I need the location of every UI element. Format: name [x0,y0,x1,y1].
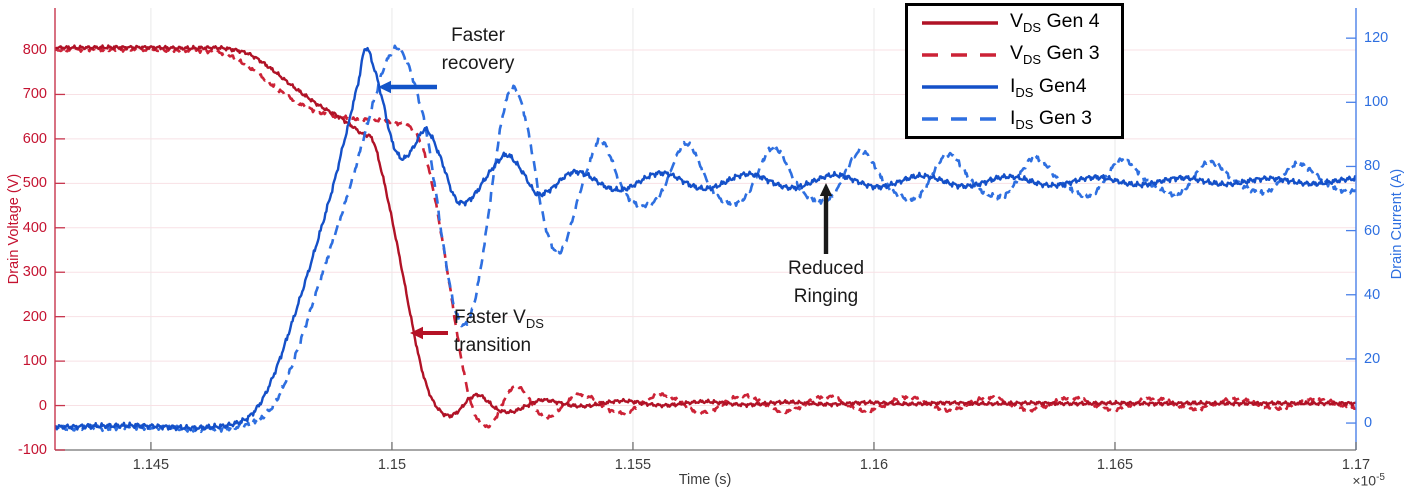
legend-item-vds-gen4[interactable]: VDS Gen 4 [908,7,1121,38]
curves [55,44,1356,434]
curve-vds-gen3 [55,46,1356,429]
legend: VDS Gen 4 VDS Gen 3 IDS Gen4 IDS Gen 3 [905,3,1124,139]
dashed-line-swatch [922,53,998,57]
annotation-text-line: Ringing [793,286,859,307]
legend-item-label: IDS Gen4 [1010,74,1087,100]
right-y-tick-label: 40 [1364,286,1381,303]
left-y-tick-label: 400 [22,219,47,236]
curve-ids-gen4 [55,46,1356,432]
left-y-tick-label: 0 [38,397,47,414]
annotation-faster-recovery: Faster recovery [318,22,638,78]
annotation-text-line: transition [454,335,532,356]
legend-item-label: VDS Gen 3 [1010,42,1100,68]
dashed-line-swatch [922,117,998,121]
legend-item-label: VDS Gen 4 [1010,10,1100,36]
annotation-arrow-head-faster-vds-transition [410,326,423,340]
x-tick-label: 1.165 [1096,457,1134,473]
right-y-tick-label: 100 [1364,94,1389,111]
annotation-reduced-ringing: Reduced Ringing [666,255,986,311]
x-axis-exponent: ×10-5 [1300,472,1385,489]
x-tick-label: 1.15 [377,457,407,473]
right-y-tick-label: 20 [1364,350,1381,367]
left-y-tick-label: 100 [22,353,47,370]
exponent-base: ×10 [1352,472,1377,489]
solid-line-swatch [922,20,998,25]
x-tick-label: 1.155 [614,457,652,473]
x-tick-label: 1.145 [132,457,170,473]
annotation-text-line: Reduced [787,258,865,279]
left-y-tick-label: 200 [22,308,47,325]
right-y-tick-label: 0 [1364,415,1373,432]
x-tick-label: 1.16 [859,457,889,473]
left-y-tick-label: 800 [22,42,47,58]
axes [54,8,1357,451]
annotation-arrows [378,80,833,340]
right-y-tick-label: 80 [1364,158,1381,175]
legend-item-label: IDS Gen 3 [1010,106,1093,132]
left-y-tick-label: 700 [22,86,47,103]
x-tick-label: 1.17 [1341,457,1371,473]
left-y-tick-label: 500 [22,175,47,192]
right-axis-title: Drain Current (A) [1389,168,1405,280]
x-axis-title: Time (s) [678,472,732,488]
left-axis-title: Drain Voltage (V) [6,173,22,285]
legend-item-ids-gen3[interactable]: IDS Gen 3 [908,104,1121,135]
left-y-tick-label: 600 [22,130,47,147]
curve-vds-gen4 [55,44,1356,419]
gridlines [55,8,1357,450]
curve-ids-gen3 [55,44,1356,434]
annotation-faster-vds-transition: Faster VDS transition [454,304,754,360]
exponent-power: -5 [1376,472,1385,483]
annotation-arrow-head-faster-recovery [378,80,391,94]
solid-line-swatch [922,85,998,89]
right-y-tick-label: 60 [1364,222,1381,239]
annotation-arrow-head-reduced-ringing [819,183,833,196]
legend-item-vds-gen3[interactable]: VDS Gen 3 [908,39,1121,70]
right-y-tick-label: 120 [1364,30,1389,47]
legend-item-ids-gen4[interactable]: IDS Gen4 [908,72,1121,103]
left-y-tick-label: 300 [22,264,47,281]
annotation-text-line: Faster VDS [454,307,544,331]
annotation-text-line: recovery [441,53,515,74]
left-y-tick-label: -100 [17,442,47,458]
annotation-text-line: Faster [451,25,505,46]
